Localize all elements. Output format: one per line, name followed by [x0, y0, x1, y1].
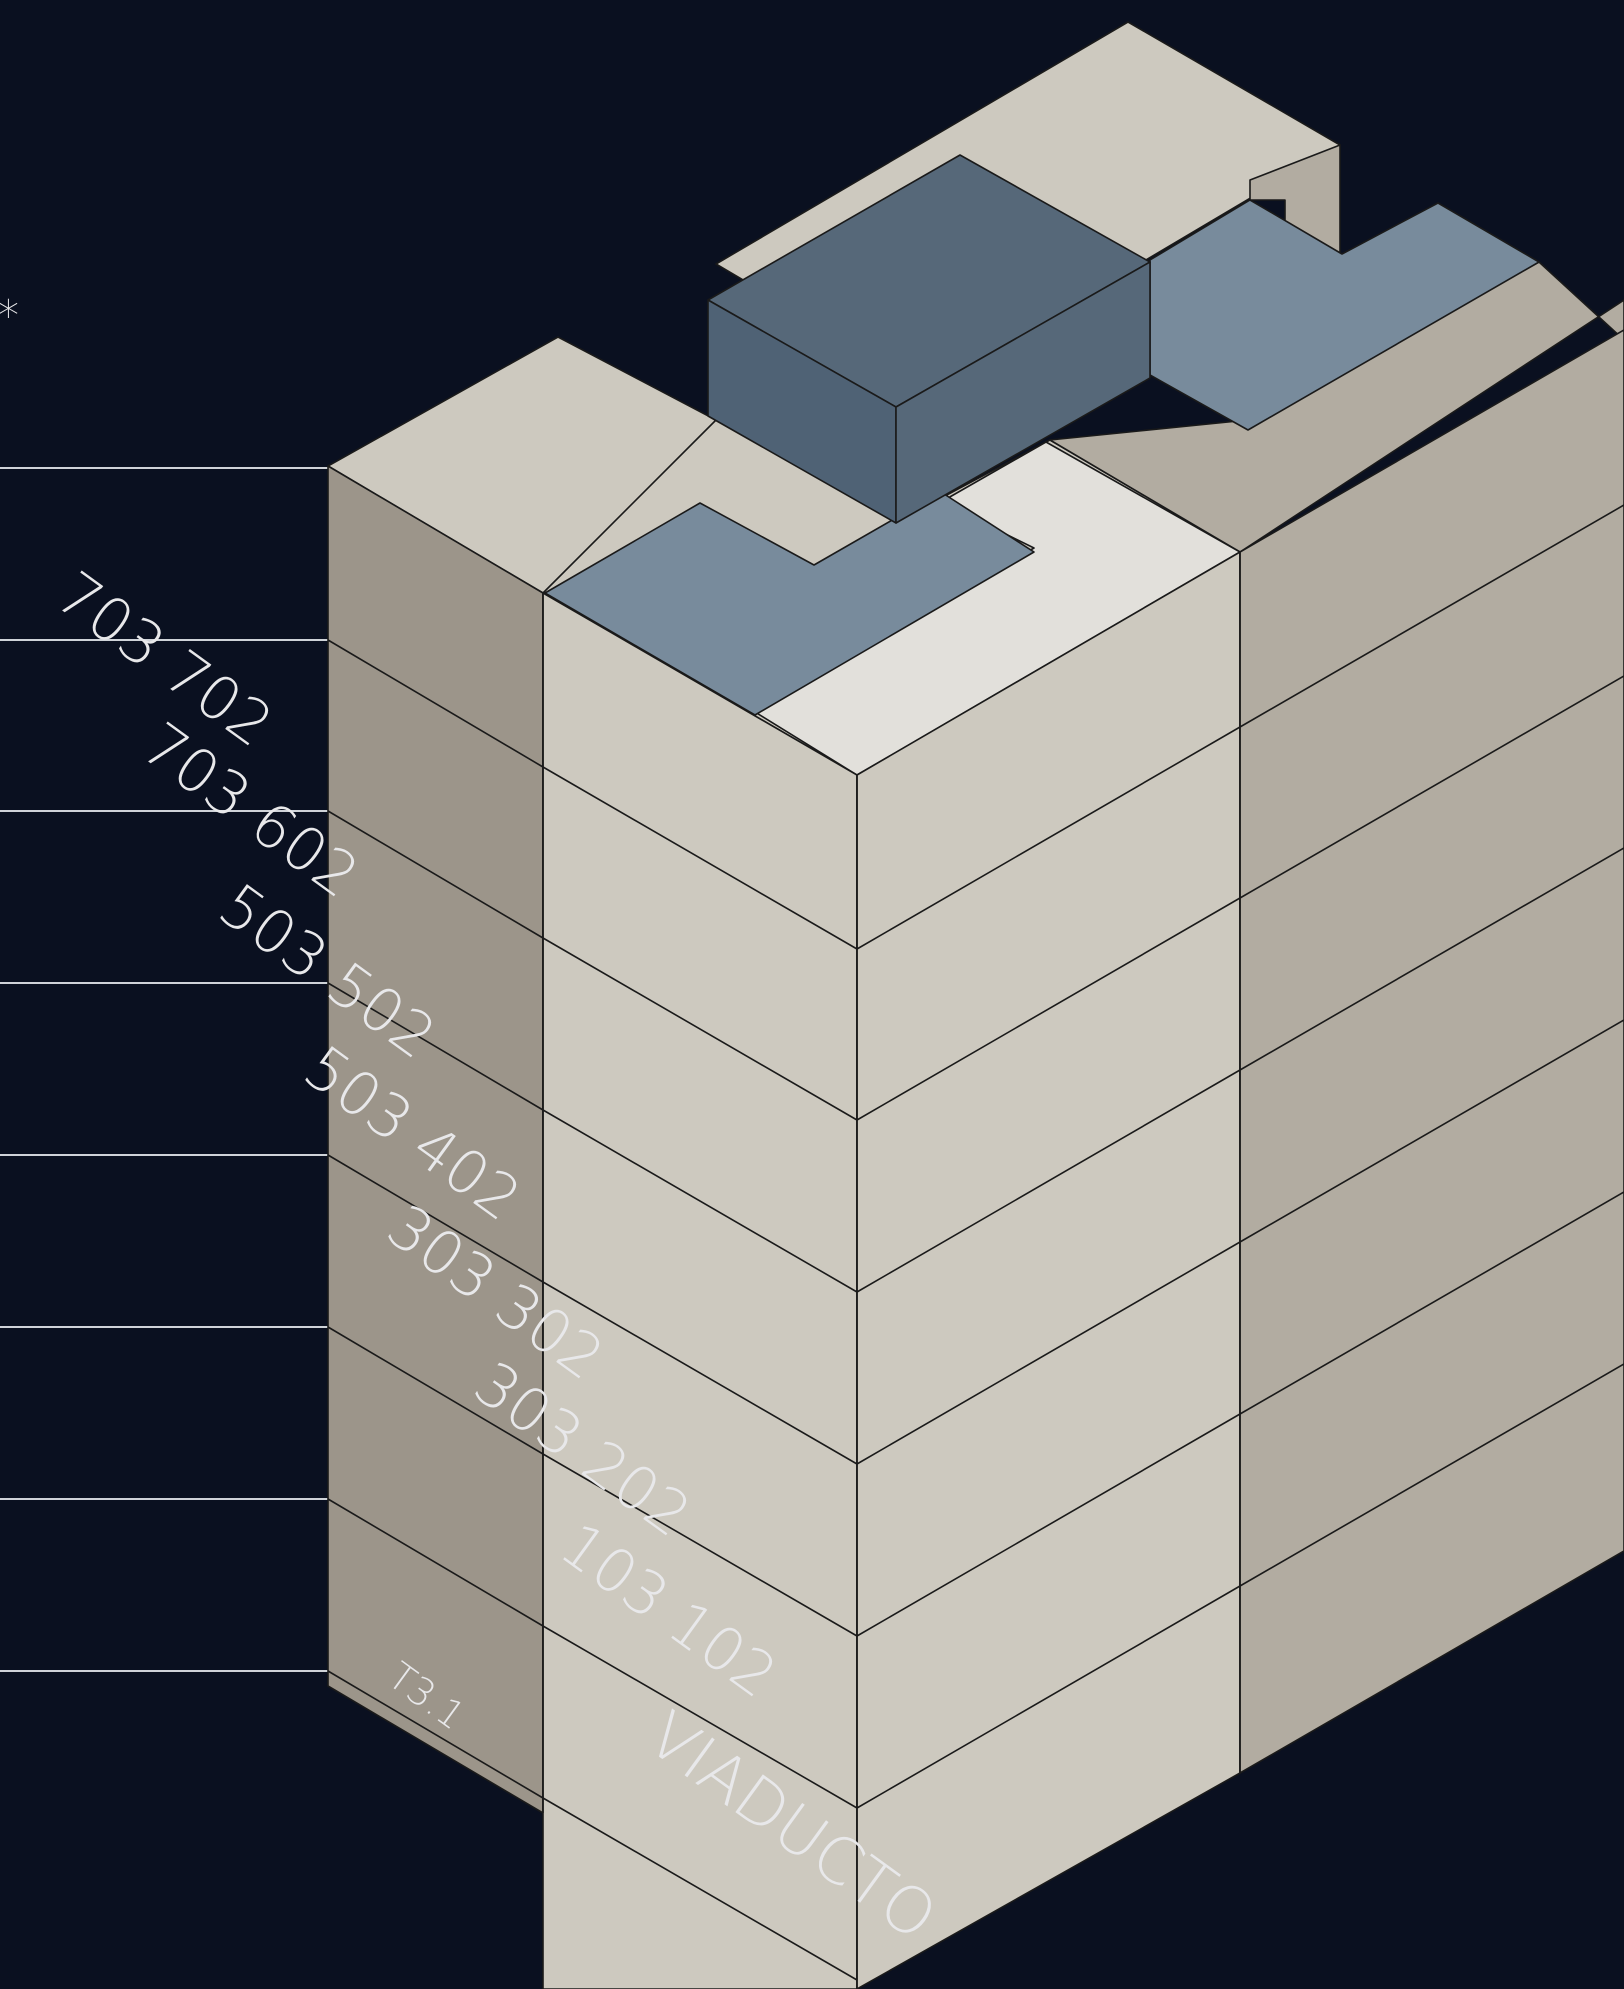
asterisk-marker: * — [0, 291, 19, 340]
building — [327, 21, 1624, 1989]
terrace-blue-back — [1149, 199, 1540, 431]
facade-right — [1239, 329, 1624, 1774]
facade-front-right — [856, 551, 1241, 1989]
facade-floor-lines — [327, 504, 1624, 1981]
penthouse-right — [895, 261, 1151, 524]
floor-guide-lines — [0, 467, 328, 1672]
